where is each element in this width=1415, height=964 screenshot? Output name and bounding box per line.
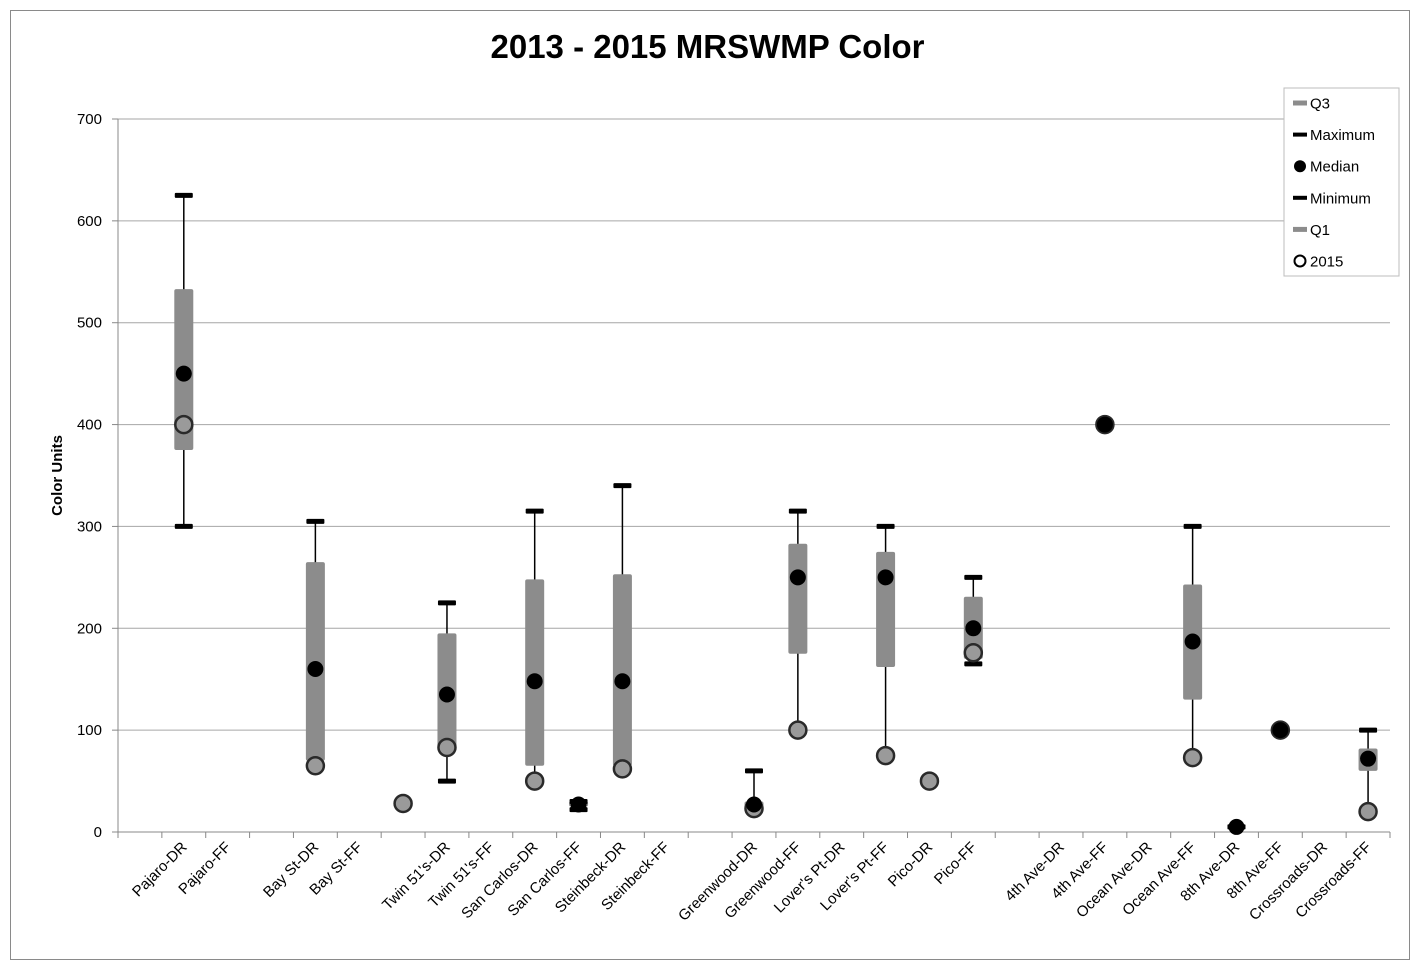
iqr-box: [876, 551, 896, 667]
legend-swatch-median: [1294, 160, 1306, 173]
minimum-marker: [174, 523, 193, 529]
marker-2015: [305, 756, 326, 776]
x-tick-label: Crossroads-DR: [1246, 839, 1331, 924]
marker-2015: [788, 720, 808, 740]
maximum-marker: [613, 483, 632, 489]
legend-swatch-q1: [1293, 226, 1307, 232]
maximum-marker: [1183, 523, 1202, 529]
y-tick-label: 0: [94, 824, 102, 841]
marker-2015: [875, 745, 896, 766]
chart-frame: [10, 10, 1410, 960]
minimum-marker: [437, 778, 456, 784]
maximum-marker: [437, 600, 456, 606]
y-tick-label: 100: [77, 722, 102, 739]
x-tick-label: Pico-DR: [885, 839, 937, 891]
y-tick-label: 300: [77, 518, 102, 535]
median-marker: [1228, 818, 1245, 835]
legend-label: Median: [1310, 159, 1359, 176]
marker-2015: [612, 759, 633, 779]
x-tick-label: Greenwood-FF: [721, 839, 804, 922]
legend-label: Q1: [1310, 222, 1330, 239]
maximum-marker: [1359, 727, 1378, 733]
legend-swatch-q3: [1293, 100, 1307, 106]
marker-2015: [919, 771, 940, 791]
median-marker: [175, 365, 192, 382]
marker-2015: [963, 642, 984, 663]
y-tick-label: 200: [77, 620, 102, 637]
maximum-marker: [306, 518, 325, 524]
y-axis-label: Color Units: [49, 435, 66, 516]
median-marker: [1184, 633, 1201, 650]
chart-marks: [174, 192, 1378, 835]
median-marker: [614, 673, 631, 690]
y-tick-label: 600: [77, 213, 102, 230]
median-marker: [307, 661, 324, 678]
y-tick-labels: 0 100 200 300 400 500 600 700: [77, 111, 102, 841]
maximum-marker: [788, 508, 807, 514]
maximum-marker: [745, 768, 763, 774]
legend-swatch-2015: [1293, 254, 1307, 268]
grid-lines: [118, 118, 1390, 731]
legend-swatch-maximum: [1293, 132, 1307, 137]
median-marker: [746, 796, 762, 813]
maximum-marker: [876, 523, 895, 529]
iqr-box: [612, 574, 632, 766]
legend: Q3 Maximum Median Minimum Q1 2015: [1283, 87, 1400, 277]
median-marker: [877, 569, 894, 586]
x-tick-label: Pico-FF: [931, 839, 980, 888]
median-marker: [526, 673, 543, 690]
iqr-box: [788, 543, 808, 654]
legend-label: Maximum: [1310, 127, 1375, 144]
median-marker: [570, 796, 587, 813]
y-tick-label: 700: [77, 111, 102, 128]
legend-swatch-minimum: [1293, 195, 1307, 200]
x-tick-label: Crossroads-FF: [1292, 839, 1375, 922]
median-marker: [1272, 722, 1289, 739]
x-tick-label: San Carlos-DR: [458, 839, 541, 922]
median-marker: [789, 569, 806, 586]
marker-2015: [524, 771, 545, 791]
legend-label: Q3: [1310, 96, 1330, 113]
marker-2015: [1358, 801, 1378, 822]
axes: [112, 118, 1391, 838]
legend-label: 2015: [1310, 254, 1343, 271]
marker-2015: [174, 414, 194, 435]
minimum-marker: [964, 661, 983, 667]
median-marker: [438, 686, 455, 703]
x-tick-label: Greenwood-DR: [675, 839, 761, 925]
legend-label: Minimum: [1310, 190, 1371, 207]
maximum-marker: [174, 192, 193, 198]
y-tick-label: 500: [77, 315, 102, 332]
maximum-marker: [525, 508, 544, 514]
x-tick-label: Ocean Ave-DR: [1073, 839, 1156, 922]
y-tick-label: 400: [77, 417, 102, 434]
median-marker: [1360, 750, 1377, 767]
legend-box: [1283, 87, 1400, 277]
median-marker: [965, 620, 982, 637]
chart-title: 2013 - 2015 MRSWMP Color: [490, 28, 925, 65]
marker-2015: [393, 793, 413, 814]
iqr-box: [525, 579, 545, 766]
maximum-marker: [964, 574, 983, 580]
marker-2015: [437, 737, 457, 758]
median-marker: [1096, 416, 1113, 433]
marker-2015: [1182, 747, 1203, 768]
